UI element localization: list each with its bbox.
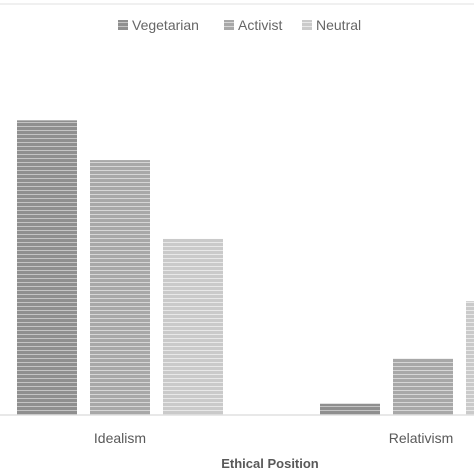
legend-swatch-neutral — [302, 20, 312, 30]
bar-idealism-vegetarian — [17, 120, 77, 415]
bar-relativism-neutral — [466, 301, 474, 415]
bar-idealism-activist — [90, 160, 150, 415]
legend-label-vegetarian: Vegetarian — [132, 17, 199, 33]
x-tick-label-idealism: Idealism — [94, 430, 146, 446]
legend-label-neutral: Neutral — [316, 17, 361, 33]
x-axis-title: Ethical Position — [221, 456, 319, 471]
bar-relativism-vegetarian — [320, 403, 380, 415]
legend-label-activist: Activist — [238, 17, 282, 33]
x-tick-labels: Idealism Relativism — [94, 430, 453, 446]
bar-relativism-activist — [393, 358, 453, 415]
bar-idealism-neutral — [163, 238, 223, 415]
x-tick-label-relativism: Relativism — [389, 430, 454, 446]
legend-swatch-vegetarian — [118, 20, 128, 30]
legend-swatch-activist — [224, 20, 234, 30]
legend: Vegetarian Activist Neutral — [118, 17, 361, 33]
bars-group — [17, 120, 474, 415]
